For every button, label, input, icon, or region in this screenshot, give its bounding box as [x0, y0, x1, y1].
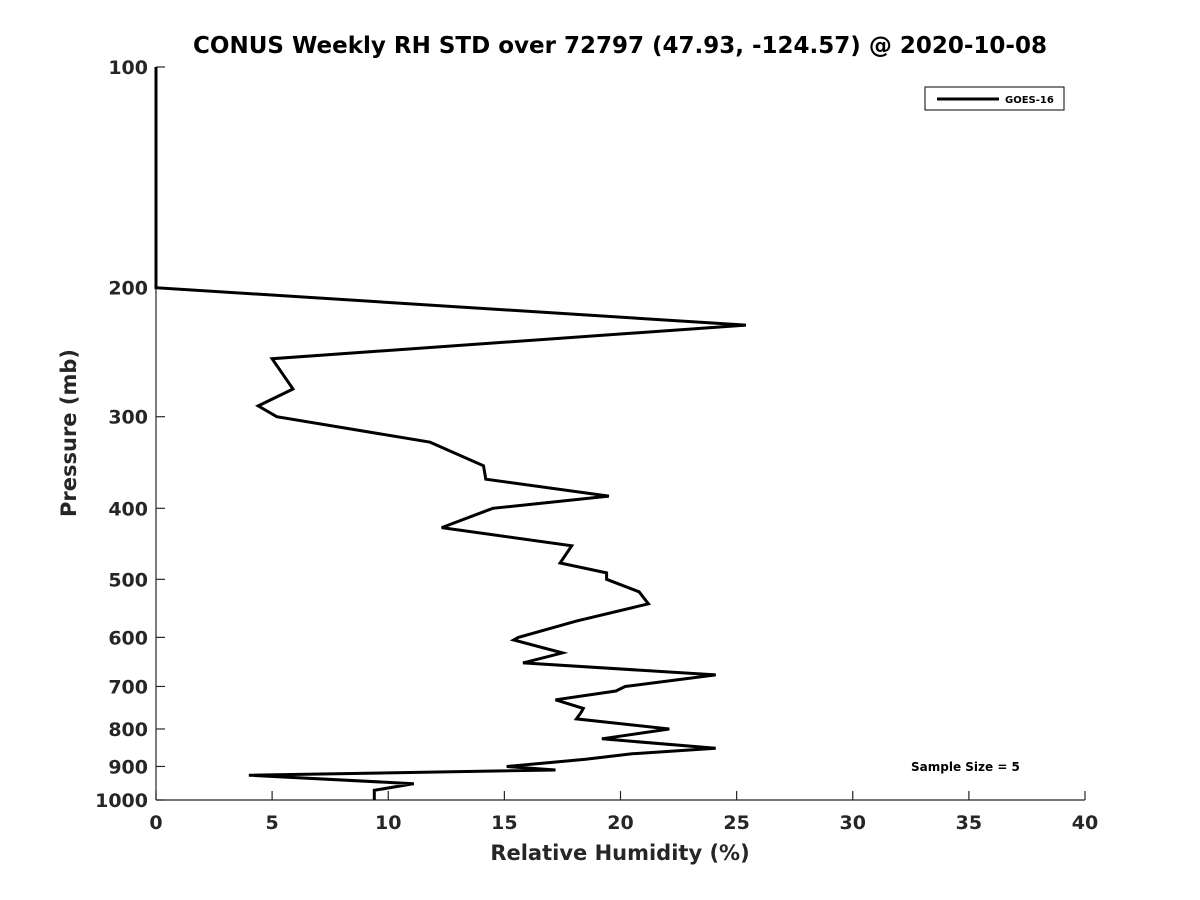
x-tick-label: 40: [1072, 812, 1098, 834]
legend: GOES-16: [924, 86, 1065, 111]
chart-title: CONUS Weekly RH STD over 72797 (47.93, -…: [193, 33, 1047, 59]
y-tick-label: 800: [108, 719, 148, 741]
x-tick-label: 25: [723, 812, 749, 834]
y-tick-label: 1000: [95, 790, 148, 812]
series-layer: [154, 67, 747, 800]
y-axis-label: Pressure (mb): [57, 349, 81, 517]
x-tick-label: 5: [266, 812, 279, 834]
y-tick-label: 600: [108, 627, 148, 649]
x-axis-label: Relative Humidity (%): [490, 841, 749, 865]
y-tick-label: 500: [108, 569, 148, 591]
x-tick-label: 35: [956, 812, 982, 834]
x-tick-label: 30: [840, 812, 866, 834]
y-tick-label: 200: [108, 278, 148, 300]
y-tick-label: 100: [108, 57, 148, 79]
y-tick-label: 300: [108, 407, 148, 429]
y-tick-label: 700: [108, 676, 148, 698]
x-tick-label: 10: [375, 812, 401, 834]
series-line-goes-16: [154, 67, 747, 800]
legend-label-goes-16: GOES-16: [1005, 95, 1054, 106]
y-tick-label: 400: [108, 498, 148, 520]
x-tick-label: 0: [149, 812, 162, 834]
y-tick-label: 900: [108, 756, 148, 778]
axes: 0 5 10 15 20 25 30 35 40 100 200 300 400 500 600 700 800…: [95, 57, 1098, 834]
x-tick-label: 20: [607, 812, 633, 834]
sample-size-annotation: Sample Size = 5: [911, 760, 1020, 774]
x-tick-label: 15: [491, 812, 517, 834]
